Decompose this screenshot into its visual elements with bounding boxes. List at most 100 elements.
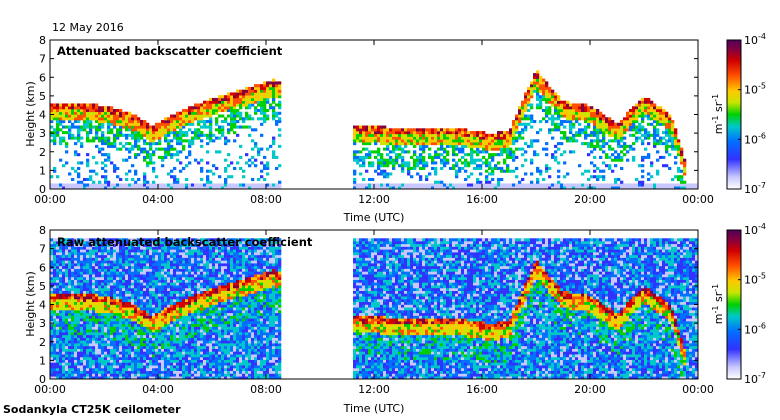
heatmap-cell xyxy=(206,136,210,140)
heatmap-cell xyxy=(167,296,171,300)
heatmap-cell xyxy=(254,97,258,101)
heatmap-cell xyxy=(68,376,72,380)
heatmap-cell xyxy=(236,89,240,93)
heatmap-cell xyxy=(359,172,363,176)
heatmap-cell xyxy=(140,238,144,242)
heatmap-cell xyxy=(410,136,414,140)
heatmap-cell xyxy=(131,249,135,253)
heatmap-cell xyxy=(257,150,261,154)
heatmap-cell xyxy=(77,260,81,264)
heatmap-cell xyxy=(101,370,105,374)
heatmap-cell xyxy=(188,128,192,132)
heatmap-cell xyxy=(521,128,525,132)
heatmap-cell xyxy=(197,117,201,121)
heatmap-cell xyxy=(599,183,603,187)
heatmap-cell xyxy=(83,125,87,129)
heatmap-cell xyxy=(524,100,528,104)
heatmap-cell xyxy=(113,345,117,349)
heatmap-cell xyxy=(131,144,135,148)
heatmap-cell xyxy=(104,263,108,267)
heatmap-cell xyxy=(140,122,144,126)
heatmap-cell xyxy=(167,332,171,336)
heatmap-cell xyxy=(137,131,141,135)
heatmap-cell xyxy=(359,133,363,137)
heatmap-cell xyxy=(98,370,102,374)
heatmap-cell xyxy=(434,169,438,173)
heatmap-cell xyxy=(164,147,168,151)
heatmap-cell xyxy=(602,120,606,124)
heatmap-cell xyxy=(395,186,399,190)
heatmap-cell xyxy=(116,362,120,366)
heatmap-cell xyxy=(56,106,60,110)
heatmap-cell xyxy=(83,312,87,316)
heatmap-cell xyxy=(107,241,111,245)
heatmap-cell xyxy=(149,376,153,380)
heatmap-cell xyxy=(77,117,81,121)
heatmap-cell xyxy=(149,318,153,322)
heatmap-cell xyxy=(122,370,126,374)
heatmap-cell xyxy=(167,249,171,253)
heatmap-cell xyxy=(473,158,477,162)
heatmap-cell xyxy=(158,125,162,129)
heatmap-cell xyxy=(113,318,117,322)
heatmap-cell xyxy=(536,103,540,107)
heatmap-cell xyxy=(683,180,687,184)
heatmap-cell xyxy=(155,260,159,264)
heatmap-cell xyxy=(152,150,156,154)
heatmap-cell xyxy=(413,183,417,187)
heatmap-cell xyxy=(131,136,135,140)
heatmap-cell xyxy=(545,169,549,173)
heatmap-cell xyxy=(161,362,165,366)
heatmap-cell xyxy=(86,271,90,275)
heatmap-cell xyxy=(80,343,84,347)
heatmap-cell xyxy=(134,144,138,148)
heatmap-cell xyxy=(107,365,111,369)
heatmap-cell xyxy=(176,114,180,118)
heatmap-cell xyxy=(629,186,633,190)
heatmap-cell xyxy=(368,183,372,187)
heatmap-cell xyxy=(446,153,450,157)
heatmap-cell xyxy=(620,120,624,124)
heatmap-cell xyxy=(119,279,123,283)
heatmap-cell xyxy=(506,150,510,154)
heatmap-cell xyxy=(278,86,282,90)
heatmap-cell xyxy=(473,131,477,135)
heatmap-cell xyxy=(122,315,126,319)
heatmap-cell xyxy=(77,282,81,286)
heatmap-cell xyxy=(101,153,105,157)
heatmap-cell xyxy=(140,128,144,132)
heatmap-cell xyxy=(80,318,84,322)
heatmap-cell xyxy=(209,100,213,104)
heatmap-cell xyxy=(479,144,483,148)
heatmap-cell xyxy=(116,367,120,372)
heatmap-cell xyxy=(143,354,147,358)
heatmap-cell xyxy=(143,285,147,289)
heatmap-cell xyxy=(488,164,492,168)
heatmap-cell xyxy=(458,166,462,170)
heatmap-cell xyxy=(515,114,519,118)
heatmap-cell xyxy=(80,257,84,261)
heatmap-cell xyxy=(452,158,456,162)
heatmap-cell xyxy=(572,103,576,107)
heatmap-cell xyxy=(260,106,264,110)
heatmap-cell xyxy=(122,122,126,126)
heatmap-cell xyxy=(95,172,99,176)
heatmap-cell xyxy=(95,108,99,113)
heatmap-cell xyxy=(98,128,102,132)
heatmap-cell xyxy=(254,186,258,190)
heatmap-cell xyxy=(260,84,264,88)
heatmap-cell xyxy=(539,89,543,93)
heatmap-cell xyxy=(239,186,243,190)
heatmap-cell xyxy=(515,155,519,159)
heatmap-cell xyxy=(62,365,66,369)
heatmap-cell xyxy=(656,120,660,124)
heatmap-cell xyxy=(56,114,60,118)
heatmap-cell xyxy=(137,136,141,140)
heatmap-cell xyxy=(59,136,63,140)
heatmap-cell xyxy=(62,125,66,129)
heatmap-cell xyxy=(497,153,501,157)
heatmap-cell xyxy=(458,186,462,190)
heatmap-cell xyxy=(170,343,174,347)
heatmap-cell xyxy=(155,307,159,311)
heatmap-cell xyxy=(548,97,552,101)
